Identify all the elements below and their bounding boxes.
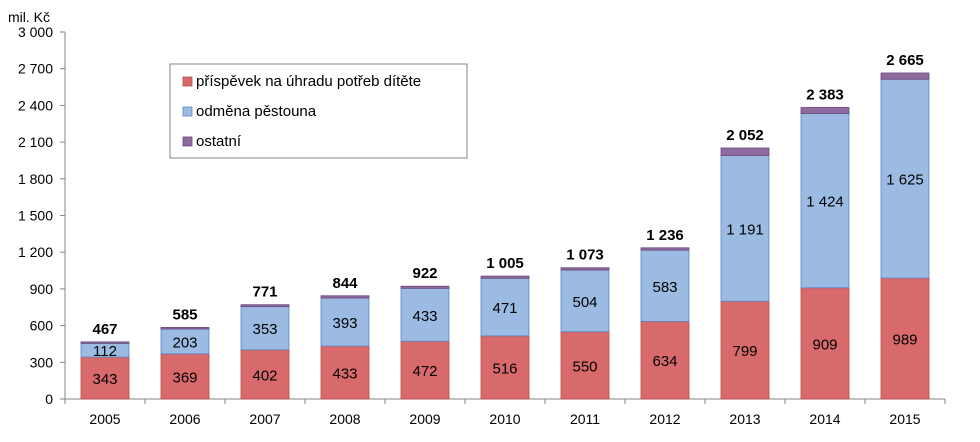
data-label: 1 424 <box>806 194 844 211</box>
bar-segment <box>880 78 930 279</box>
bar-segment <box>160 327 210 330</box>
y-tick-label: 1 200 <box>18 244 53 260</box>
legend-swatch <box>182 76 193 87</box>
data-label: 393 <box>332 315 357 332</box>
x-tick-label: 2015 <box>889 411 920 427</box>
total-label: 844 <box>332 275 358 292</box>
legend-swatch <box>182 136 193 147</box>
total-label: 585 <box>172 306 197 323</box>
bar-segment <box>560 331 610 400</box>
y-tick-label: 2 400 <box>18 97 53 113</box>
x-tick-label: 2009 <box>409 411 440 427</box>
x-tick-label: 2005 <box>89 411 120 427</box>
total-label: 2 665 <box>886 52 924 69</box>
y-tick-label: 0 <box>45 391 53 407</box>
bar-segment <box>640 247 690 251</box>
axes: 0 300 600 900 1 200 1 500 1 800 2 100 2 400 2 700… <box>18 24 946 427</box>
data-label: 203 <box>172 334 197 351</box>
legend-box <box>169 63 468 159</box>
bar-segment <box>720 147 770 156</box>
x-tick-label: 2013 <box>729 411 760 427</box>
data-label: 343 <box>92 371 117 388</box>
y-tick-label: 1 800 <box>18 171 53 187</box>
bar-segment <box>240 304 290 308</box>
legend-label: ostatní <box>196 133 242 150</box>
data-label: 369 <box>172 369 197 386</box>
data-label: 909 <box>812 336 837 353</box>
bar-segment <box>240 306 290 351</box>
x-tick-label: 2006 <box>169 411 200 427</box>
y-tick-label: 300 <box>30 354 54 370</box>
bar-segment <box>880 277 930 400</box>
total-label: 467 <box>92 321 117 338</box>
data-label: 402 <box>252 367 277 384</box>
total-label: 2 052 <box>726 127 764 144</box>
y-tick-label: 900 <box>30 281 54 297</box>
bar-segment <box>720 300 770 400</box>
legend-label: příspěvek na úhradu potřeb dítěte <box>196 73 421 90</box>
bar-segment <box>400 287 450 342</box>
data-label: 433 <box>412 308 437 325</box>
bar-segment <box>320 345 370 400</box>
total-label: 922 <box>412 265 437 282</box>
y-tick-label: 600 <box>30 318 54 334</box>
bar-segment <box>80 341 130 344</box>
bar-segment <box>640 321 690 400</box>
bar-segment <box>400 340 450 400</box>
bar-segment <box>160 353 210 400</box>
y-tick-label: 2 100 <box>18 134 53 150</box>
data-label: 433 <box>332 366 357 383</box>
unit-label: mil. Kč <box>8 9 50 25</box>
legend: příspěvek na úhradu potřeb dítěte odměna … <box>169 63 468 159</box>
data-label: 634 <box>652 353 677 370</box>
bar-segment <box>320 295 370 299</box>
data-label: 1 625 <box>886 172 924 189</box>
data-label: 472 <box>412 363 437 380</box>
data-label: 471 <box>492 300 517 317</box>
x-tick-label: 2008 <box>329 411 360 427</box>
bar-segment <box>560 267 610 271</box>
legend-label: odměna pěstouna <box>196 103 317 120</box>
data-label: 112 <box>93 343 117 360</box>
x-tick-label: 2007 <box>249 411 280 427</box>
data-label: 516 <box>492 360 517 377</box>
total-label: 1 073 <box>566 247 604 264</box>
bar-segment <box>880 72 930 80</box>
x-tick-label: 2011 <box>570 411 600 427</box>
bar-segment <box>160 328 210 355</box>
total-label: 2 383 <box>806 86 844 103</box>
x-tick-label: 2010 <box>489 411 520 427</box>
y-tick-label: 2 700 <box>18 61 53 77</box>
total-label: 1 236 <box>646 227 684 244</box>
bar-segment <box>480 335 530 400</box>
bars <box>80 72 930 400</box>
data-label: 989 <box>892 332 917 349</box>
bar-segment <box>400 285 450 289</box>
bar-segment <box>480 275 530 279</box>
y-tick-label: 3 000 <box>18 24 53 40</box>
bar-segment <box>480 277 530 337</box>
data-label: 1 191 <box>726 221 764 238</box>
bar-segment <box>640 249 690 322</box>
bar-segment <box>800 113 850 289</box>
legend-swatch <box>182 106 193 117</box>
data-label: 353 <box>252 321 277 338</box>
data-label: 504 <box>572 294 597 311</box>
bar-segment <box>800 287 850 400</box>
total-label: 771 <box>252 284 277 301</box>
data-label: 583 <box>652 279 677 296</box>
y-tick-label: 1 500 <box>18 208 53 224</box>
data-labels: 343 112 467 369 203 585 402 353 771 433 393 844 472 4… <box>92 52 923 388</box>
x-tick-label: 2012 <box>649 411 680 427</box>
total-label: 1 005 <box>486 255 524 272</box>
bar-segment <box>720 155 770 302</box>
x-tick-label: 2014 <box>809 411 840 427</box>
data-label: 550 <box>572 358 597 375</box>
bar-segment <box>800 107 850 114</box>
data-label: 799 <box>732 343 757 360</box>
